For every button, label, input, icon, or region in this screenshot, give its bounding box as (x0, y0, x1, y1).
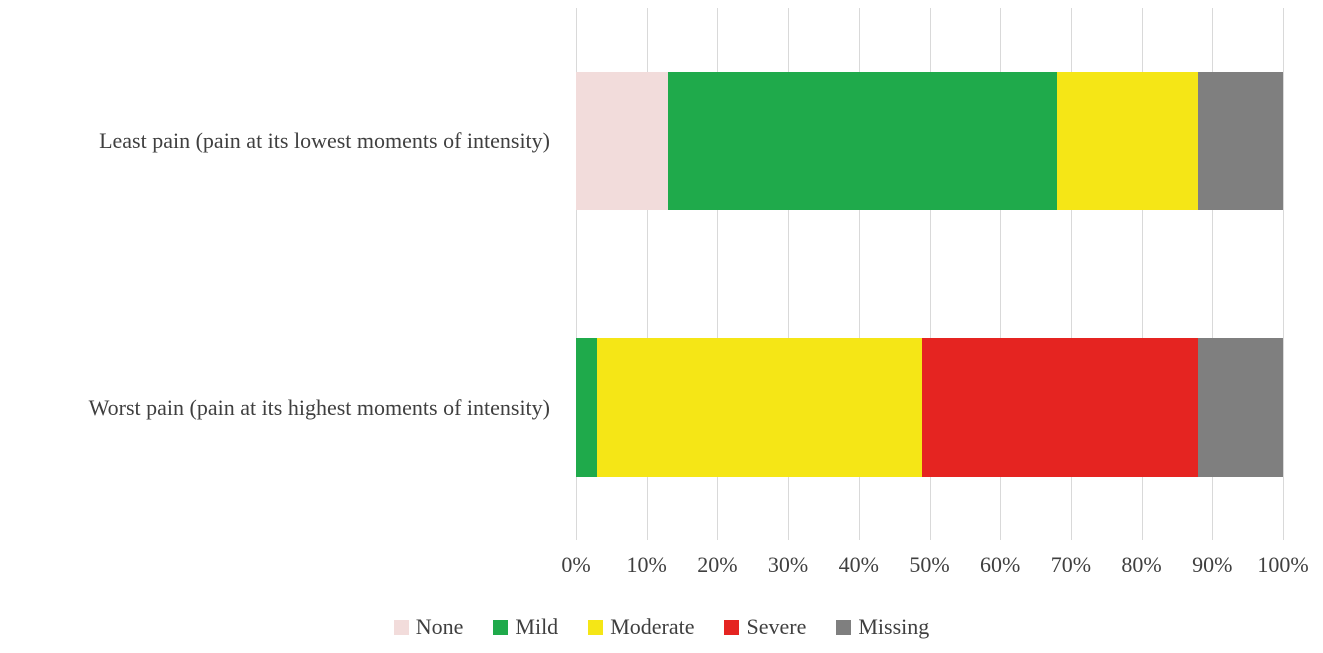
gridline (1141, 8, 1143, 540)
bar-segment-severe (922, 338, 1199, 477)
legend-item-missing: Missing (836, 614, 929, 640)
bar-segment-missing (1198, 338, 1283, 477)
legend-swatch-severe (724, 619, 740, 635)
gridline (717, 8, 719, 540)
legend-item-none: None (393, 614, 464, 640)
x-tick-label: 70% (1050, 552, 1092, 577)
bar-segment-mild (667, 72, 1057, 210)
x-tick-label: 80% (1121, 552, 1162, 577)
x-axis-tick-labels: 0% 10% 20% 30% 40% 50% 60% 70% 80% 90% 100% (561, 552, 1308, 582)
gridline (1283, 8, 1284, 540)
x-tick-label: 20% (697, 552, 738, 577)
legend-item-mild: Mild (493, 614, 558, 640)
x-tick-label: 30% (767, 552, 809, 577)
legend-swatch-missing (836, 619, 852, 635)
gridline (646, 8, 648, 540)
x-tick-label: 60% (980, 552, 1021, 577)
gridline (1070, 8, 1072, 540)
bar-segment-moderate (1056, 72, 1199, 210)
bar-segment-none (576, 72, 668, 210)
legend-label: None (415, 614, 464, 639)
chart-legend: None Mild Moderate Severe Missing (0, 614, 1323, 640)
legend-label: Severe (746, 614, 807, 639)
bar-segment-moderate (597, 338, 923, 477)
gridline (929, 8, 931, 540)
gridline (858, 8, 860, 540)
gridline (788, 8, 790, 540)
x-tick-label: 90% (1192, 552, 1233, 577)
legend-item-severe: Severe (724, 614, 806, 640)
legend-swatch-none (393, 619, 409, 635)
bar-segment-missing (1198, 72, 1283, 210)
legend-swatch-mild (493, 619, 509, 635)
gridline (1212, 8, 1214, 540)
legend-item-moderate: Moderate (588, 614, 694, 640)
legend-label: Mild (515, 614, 559, 639)
legend-swatch-moderate (588, 619, 604, 635)
x-tick-label: 40% (838, 552, 879, 577)
bar-row (576, 338, 1283, 477)
category-label-worst-pain: Worst pain (pain at its highest moments … (88, 394, 550, 420)
x-tick-label: 0% (561, 552, 591, 577)
x-tick-label: 50% (909, 552, 950, 577)
legend-label: Moderate (610, 614, 695, 639)
category-label-least-pain: Least pain (pain at its lowest moments o… (99, 128, 550, 154)
bar-row (576, 72, 1283, 210)
gridline (576, 8, 577, 540)
legend-label: Missing (858, 614, 930, 639)
plot-area (576, 8, 1284, 540)
gridline (1000, 8, 1002, 540)
bar-segment-mild (576, 338, 598, 477)
x-tick-label: 100% (1257, 552, 1309, 577)
x-tick-label: 10% (626, 552, 667, 577)
